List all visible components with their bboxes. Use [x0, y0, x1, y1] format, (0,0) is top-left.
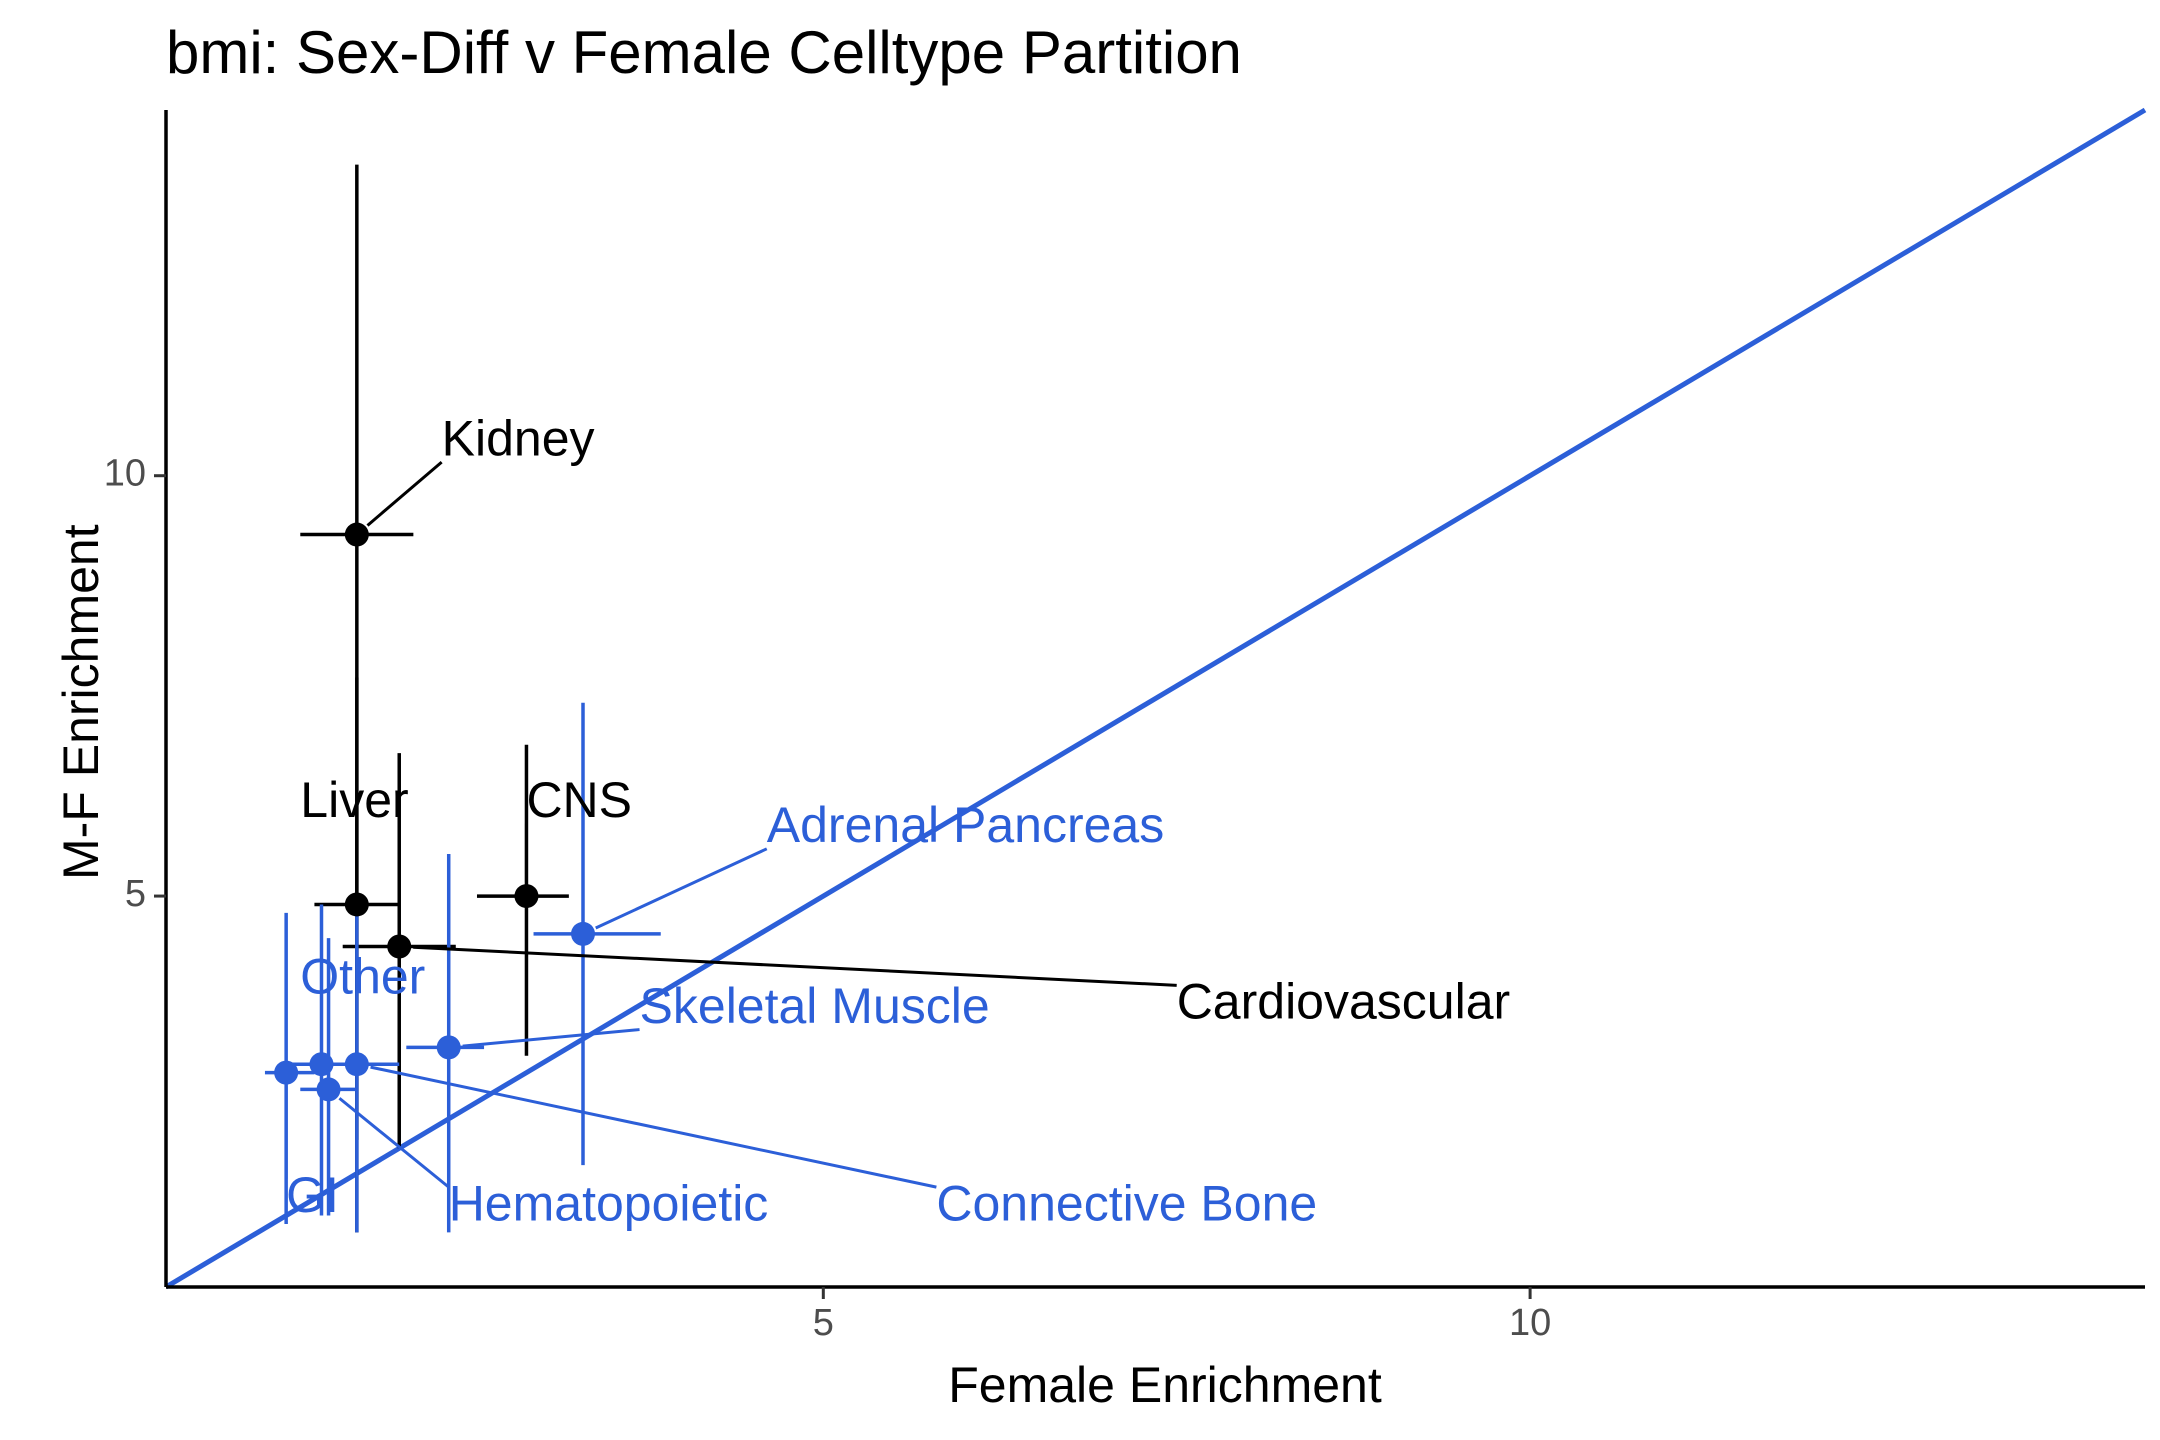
leader-line-kidney — [366, 460, 443, 527]
leader-line-connective-bone — [370, 1065, 937, 1189]
point-label-cns: CNS — [526, 772, 632, 828]
chart-title: bmi: Sex-Diff v Female Celltype Partitio… — [166, 19, 1242, 86]
data-point-cardiovascular — [387, 934, 412, 959]
x-axis-title: Female Enrichment — [948, 1357, 1382, 1413]
point-label-skeletal-muscle: Skeletal Muscle — [640, 978, 990, 1034]
data-point-liver — [344, 892, 369, 917]
point-label-connective-bone: Connective Bone — [936, 1175, 1317, 1231]
data-point-gi — [274, 1060, 299, 1085]
x-tick-label-5: 5 — [813, 1302, 834, 1344]
data-point-skeletal-muscle — [436, 1035, 461, 1060]
y-tick-label-10: 10 — [104, 453, 146, 495]
point-label-liver: Liver — [300, 772, 408, 828]
identity-line — [164, 107, 2147, 1290]
data-point-hematopoietic — [316, 1077, 341, 1102]
data-point-other — [309, 1052, 334, 1077]
leader-line-skeletal-muscle — [462, 1028, 640, 1048]
data-point-connective-bone — [344, 1052, 369, 1077]
x-tick-label-10: 10 — [1509, 1302, 1551, 1344]
point-label-adrenal-pancreas: Adrenal Pancreas — [767, 797, 1164, 853]
y-tick-label-5: 5 — [125, 873, 146, 915]
y-axis-title: M-F Enrichment — [53, 524, 109, 880]
leader-line-hematopoietic — [338, 1097, 450, 1189]
data-point-adrenal-pancreas — [571, 921, 596, 946]
data-point-kidney — [344, 522, 369, 547]
leader-line-adrenal-pancreas — [595, 847, 768, 930]
point-label-cardiovascular: Cardiovascular — [1177, 974, 1510, 1030]
point-label-hematopoietic: Hematopoietic — [449, 1175, 769, 1231]
point-label-kidney: Kidney — [442, 410, 595, 466]
point-label-other: Other — [300, 948, 425, 1004]
data-point-cns — [514, 884, 539, 909]
point-label-gi: GI — [286, 1167, 339, 1223]
leader-line-cardiovascular — [413, 945, 1177, 987]
